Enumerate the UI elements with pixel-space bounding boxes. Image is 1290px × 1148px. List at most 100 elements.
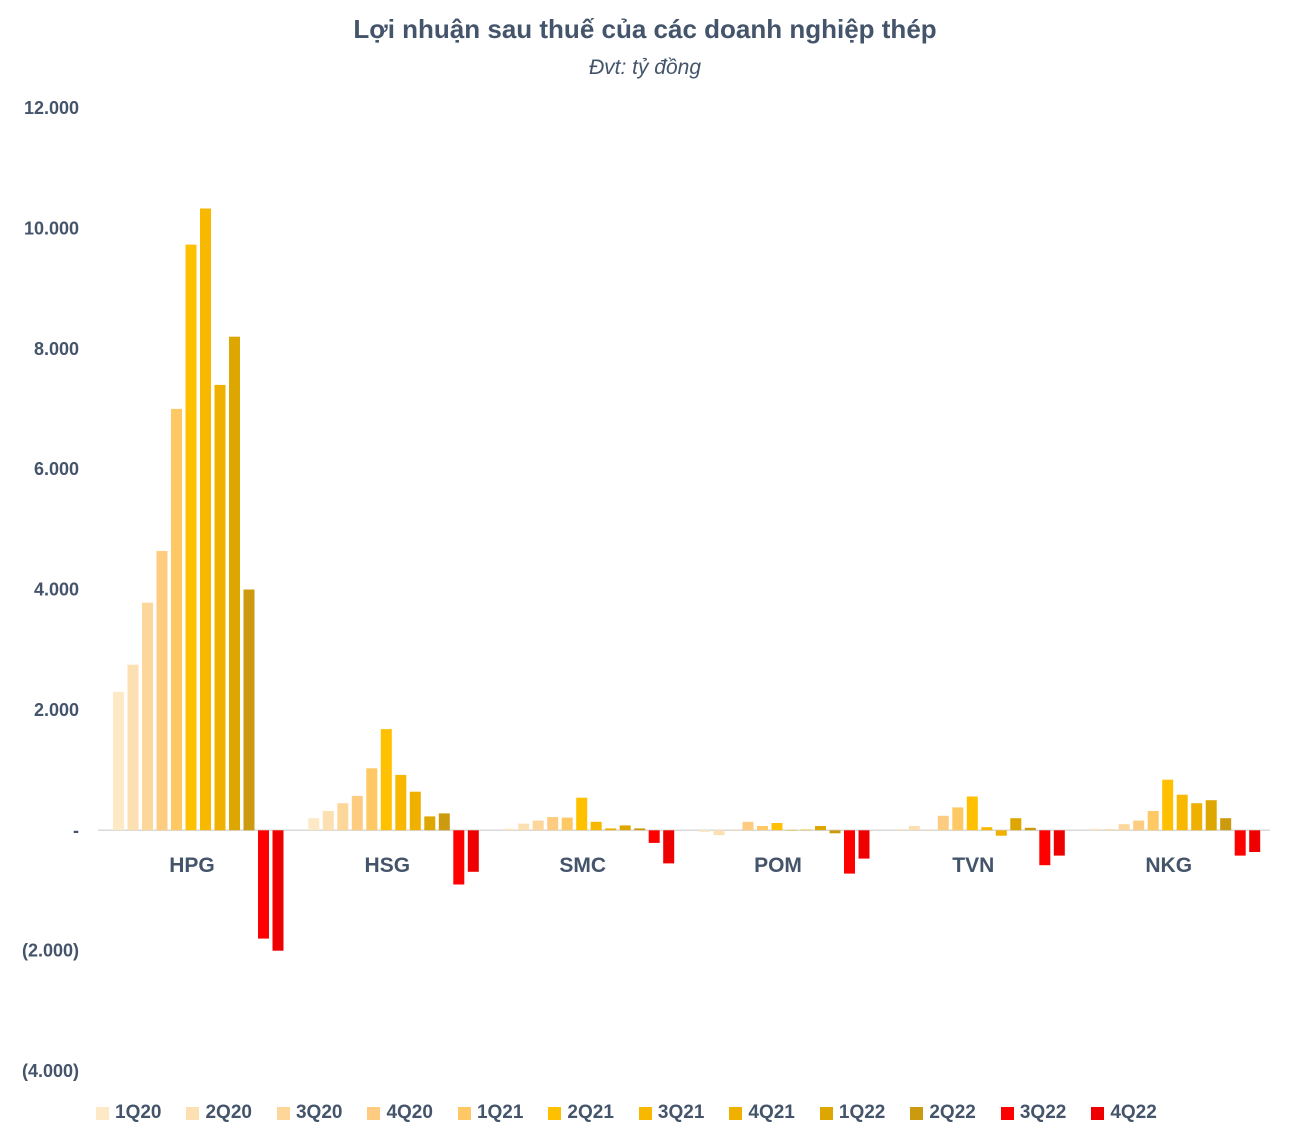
bar-pom-4q21 <box>800 829 812 831</box>
y-tick-label: 6.000 <box>34 459 79 479</box>
legend-swatch <box>1000 1106 1014 1120</box>
bar-hpg-3q21 <box>200 208 211 831</box>
legend-swatch <box>96 1106 109 1120</box>
bar-tvn-3q21 <box>981 827 993 831</box>
bar-hsg-1q21 <box>366 768 378 831</box>
legend-swatch <box>910 1106 924 1120</box>
bar-hsg-1q22 <box>424 816 436 831</box>
bar-smc-2q20 <box>518 823 530 831</box>
bar-pom-3q20 <box>728 829 739 831</box>
bar-pom-1q20 <box>699 830 710 833</box>
chart-subtitle: Đvt: tỷ đồng <box>588 56 702 79</box>
bar-hpg-3q20 <box>142 602 153 831</box>
bar-nkg-4q22 <box>1249 830 1261 852</box>
y-tick-label: - <box>73 820 79 840</box>
bar-hpg-2q22 <box>243 589 255 831</box>
bar-hpg-4q20 <box>156 551 168 831</box>
bar-smc-3q21 <box>590 821 602 831</box>
legend-item: 4Q22 <box>1091 1102 1157 1124</box>
legend-item: 1Q21 <box>457 1102 523 1124</box>
bar-nkg-2q21 <box>1162 779 1174 831</box>
bar-hsg-4q20 <box>351 795 363 831</box>
legend-item: 3Q20 <box>276 1102 343 1124</box>
bar-hsg-2q21 <box>380 729 392 831</box>
x-category-label: HSG <box>365 854 411 877</box>
y-tick-label: 8.000 <box>34 339 79 359</box>
x-category-label: POM <box>754 854 802 877</box>
legend-item: 1Q20 <box>96 1102 161 1124</box>
legend-swatch <box>1091 1106 1105 1120</box>
legend-label: 1Q22 <box>838 1102 886 1123</box>
y-tick-label: 4.000 <box>34 580 79 600</box>
x-category-label: HPG <box>169 854 215 877</box>
bar-tvn-2q21 <box>966 796 978 831</box>
bar-hpg-1q20 <box>113 691 124 831</box>
bar-smc-1q22 <box>619 825 631 831</box>
bar-hsg-3q20 <box>337 803 349 831</box>
legend-item: 3Q21 <box>638 1102 705 1124</box>
legend-swatch <box>638 1106 652 1120</box>
legend-item: 4Q21 <box>729 1102 795 1124</box>
bar-nkg-4q21 <box>1191 803 1203 831</box>
bar-smc-2q22 <box>634 828 646 831</box>
bar-tvn-1q21 <box>952 807 964 831</box>
legend-item: 2Q21 <box>548 1102 614 1124</box>
bar-smc-1q20 <box>503 828 515 831</box>
y-tick-label: 2.000 <box>34 700 79 720</box>
bar-pom-2q22 <box>829 830 841 834</box>
bar-hpg-4q21 <box>214 384 226 831</box>
legend-item: 4Q20 <box>367 1102 433 1124</box>
bar-nkg-2q20 <box>1104 829 1116 831</box>
bar-nkg-2q22 <box>1220 818 1232 831</box>
legend-swatch <box>186 1106 200 1120</box>
bar-nkg-1q20 <box>1089 828 1101 831</box>
bar-hsg-3q22 <box>453 830 465 885</box>
bar-hsg-1q20 <box>308 818 320 831</box>
bar-smc-2q21 <box>576 797 588 831</box>
bar-pom-1q21 <box>757 826 768 831</box>
y-tick-label: 12.000 <box>24 98 79 118</box>
bar-nkg-1q21 <box>1147 811 1159 831</box>
legend-item: 3Q22 <box>1000 1102 1067 1124</box>
bar-pom-1q22 <box>815 826 826 831</box>
legend-label: 2Q22 <box>929 1102 976 1123</box>
y-tick-label: (4.000) <box>22 1061 79 1081</box>
bar-tvn-2q20 <box>908 826 920 831</box>
bar-smc-4q22 <box>663 830 675 864</box>
bar-hsg-2q22 <box>438 813 450 831</box>
bar-smc-3q22 <box>648 830 660 843</box>
bar-smc-1q21 <box>561 817 573 831</box>
legend-swatch <box>729 1106 743 1120</box>
x-category-label: TVN <box>952 854 994 877</box>
legend-label: 2Q21 <box>567 1102 614 1123</box>
legend-label: 3Q22 <box>1019 1102 1067 1123</box>
legend-swatch <box>276 1106 290 1120</box>
bar-tvn-1q20 <box>894 829 906 831</box>
bar-hpg-1q22 <box>229 336 240 831</box>
bar-tvn-4q20 <box>937 815 949 831</box>
bar-smc-4q21 <box>605 828 617 831</box>
bar-pom-3q21 <box>786 829 797 831</box>
bar-hpg-2q21 <box>185 244 197 831</box>
bar-hsg-3q21 <box>395 774 407 831</box>
bar-tvn-3q22 <box>1039 830 1051 866</box>
legend-label: 2Q20 <box>205 1102 252 1123</box>
legend-item: 2Q20 <box>186 1102 252 1124</box>
bar-hsg-4q21 <box>409 791 421 831</box>
bar-pom-4q20 <box>742 821 754 831</box>
y-tick-label: 10.000 <box>24 218 79 238</box>
bar-tvn-4q22 <box>1053 830 1065 856</box>
bar-nkg-3q22 <box>1234 830 1246 856</box>
bar-smc-3q20 <box>532 820 544 831</box>
y-tick-label: (2.000) <box>22 941 79 961</box>
legend-swatch <box>548 1106 562 1120</box>
bar-pom-2q21 <box>771 823 783 831</box>
legend-label: 4Q20 <box>386 1102 433 1123</box>
legend-label: 1Q20 <box>115 1102 162 1123</box>
bar-hpg-1q21 <box>171 408 182 831</box>
bar-hsg-2q20 <box>322 811 334 831</box>
legend-item: 1Q22 <box>819 1102 886 1124</box>
bar-hpg-2q20 <box>127 664 139 831</box>
legend-label: 3Q21 <box>657 1102 705 1123</box>
legend-label: 3Q20 <box>295 1102 343 1123</box>
